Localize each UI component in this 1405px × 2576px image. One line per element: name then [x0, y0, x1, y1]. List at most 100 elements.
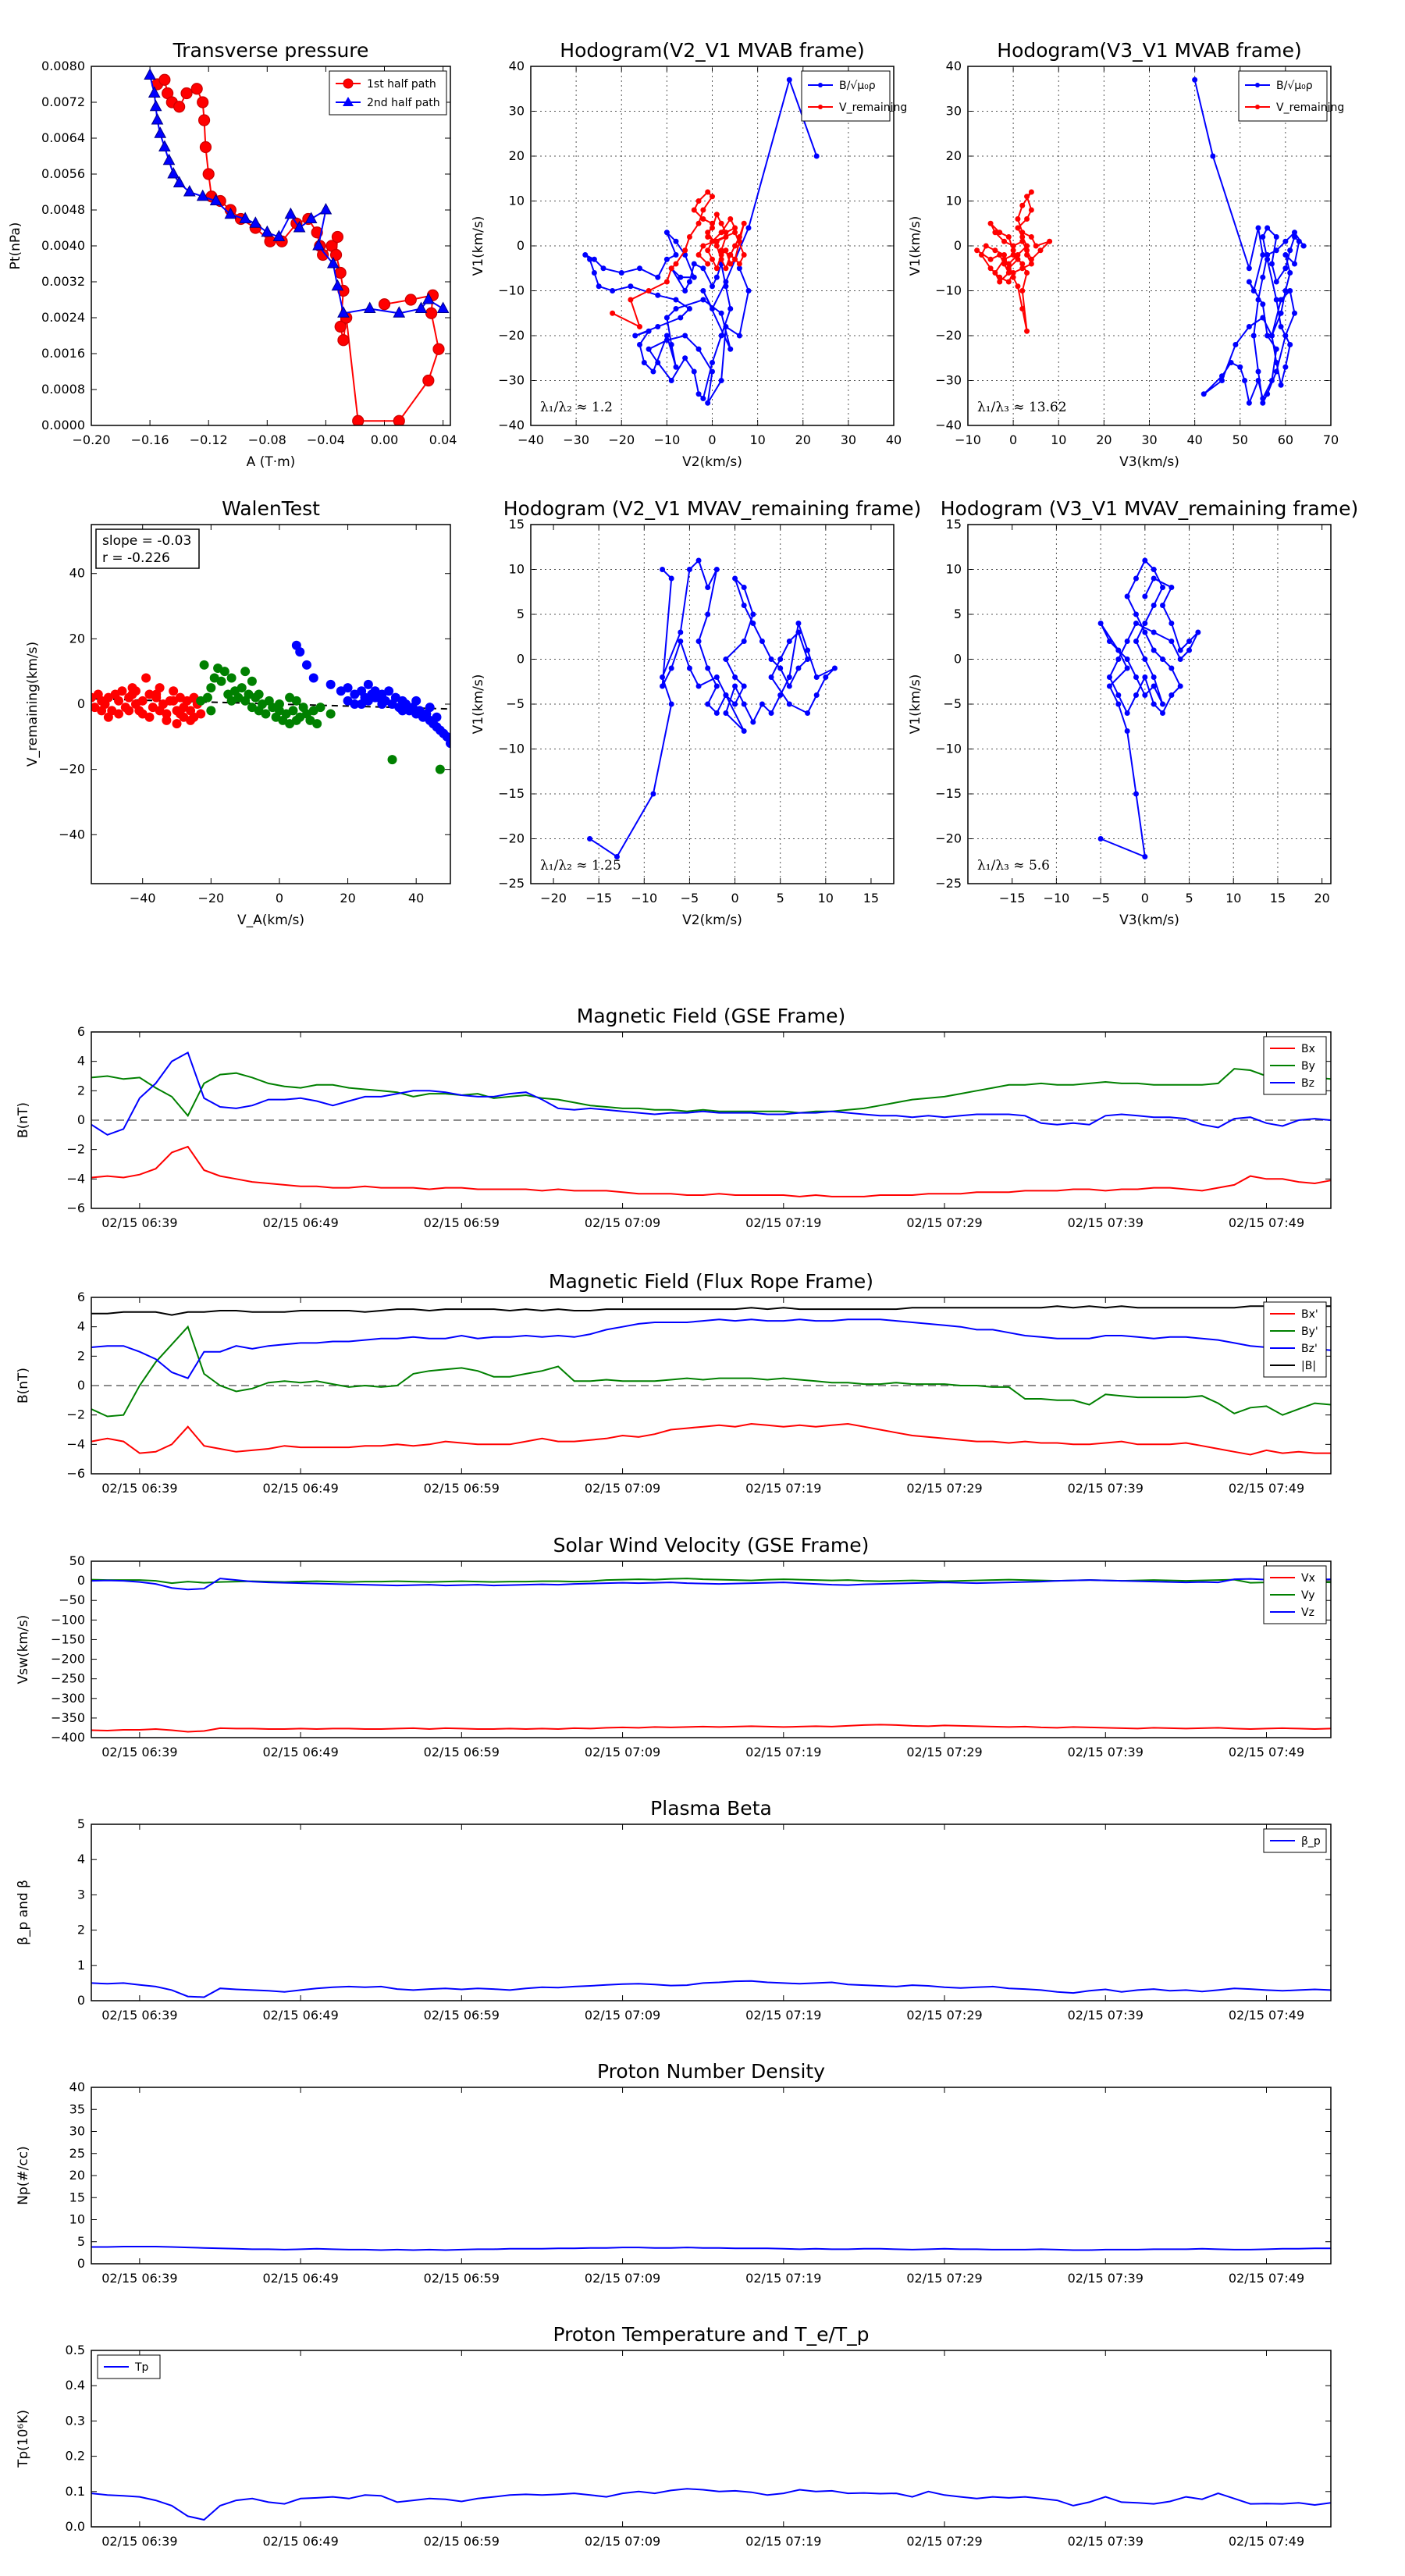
data-point [1010, 247, 1016, 254]
legend-entry: Bx' [1301, 1308, 1318, 1321]
y-axis-label: V1(km/s) [908, 674, 923, 735]
y-tick-label: −25 [498, 876, 525, 891]
data-point [695, 639, 702, 644]
y-tick-label: 0 [517, 238, 525, 253]
x-tick-label: 02/15 06:49 [262, 2008, 338, 2023]
legend-entry: B/√μ₀ρ [839, 80, 876, 92]
x-tick-label: −20 [197, 891, 224, 906]
x-tick-label: 10 [818, 891, 834, 906]
data-point [1278, 310, 1284, 316]
legend-entry: 1st half path [367, 78, 436, 91]
y-tick-label: −6 [66, 1201, 85, 1215]
data-point [1264, 252, 1271, 258]
data-point [114, 696, 124, 706]
data-point [1292, 261, 1297, 267]
data-point [202, 692, 212, 703]
data-point [186, 715, 196, 725]
data-point [705, 189, 711, 195]
data-point [1255, 378, 1261, 383]
data-point [732, 256, 738, 262]
data-point [713, 212, 720, 218]
x-tick-label: 02/15 07:09 [585, 1215, 660, 1230]
data-point [710, 360, 715, 365]
y-tick-label: −15 [498, 786, 525, 801]
data-point [1047, 238, 1053, 244]
data-point [209, 194, 222, 205]
plot-frame [530, 66, 895, 426]
legend-box [1238, 70, 1328, 122]
plot-frame [530, 524, 895, 884]
x-tick-label: 20 [1096, 432, 1112, 447]
data-point [732, 243, 738, 249]
data-point [695, 391, 702, 397]
data-point [992, 229, 998, 236]
legend-entry: B/√μ₀ρ [1276, 80, 1313, 92]
data-point [1115, 701, 1122, 707]
y-tick-label: −30 [498, 373, 525, 388]
chart-tp_temp: Proton Temperature and T_e/T_p 0.0 0.1 0.2 0… [16, 2323, 1332, 2549]
data-point [736, 265, 742, 272]
x-tick-label: 40 [886, 432, 902, 447]
data-point [363, 679, 373, 689]
data-point [173, 176, 186, 187]
data-point [686, 665, 692, 671]
x-axis-label: V2(km/s) [682, 454, 742, 470]
x-tick-label: −15 [999, 891, 1026, 906]
chart-mag_gse: Magnetic Field (GSE Frame) −6 −4 −2 0 2 4 6 02/1… [16, 1005, 1332, 1230]
data-point [1292, 234, 1297, 240]
legend-box [329, 70, 447, 116]
data-point [723, 234, 729, 240]
data-point [261, 709, 271, 719]
x-tick-label: 02/15 07:39 [1068, 1745, 1144, 1759]
data-point [682, 247, 688, 254]
legend-entry: Vz [1301, 1606, 1314, 1619]
data-point [678, 639, 684, 644]
data-point [1160, 603, 1166, 608]
data-point [1019, 265, 1026, 272]
data-point [291, 715, 301, 725]
x-tick-label: 02/15 07:29 [906, 1215, 982, 1230]
data-point [1219, 378, 1225, 383]
data-point [723, 247, 729, 254]
x-tick-label: 20 [340, 891, 355, 906]
data-point [1028, 189, 1034, 195]
x-axis-label: V_A(km/s) [237, 913, 304, 928]
y-tick-label: 15 [946, 517, 962, 532]
data-point [786, 701, 792, 707]
y-tick-label: 10 [946, 562, 962, 577]
legend-entry: Vx [1301, 1572, 1315, 1585]
chart-vsw: Solar Wind Velocity (GSE Frame) −400 −350 −… [16, 1534, 1332, 1759]
data-point [1264, 225, 1271, 231]
x-tick-label: −10 [955, 432, 981, 447]
x-tick-label: 15 [1270, 891, 1286, 906]
y-tick-label: 4 [77, 1054, 85, 1069]
chart-walen: WalenTest −40 −20 0 20 40 −40 −20 0 20 40 V_A(km/s)… [25, 497, 451, 928]
data-point [686, 279, 692, 285]
data-point [1260, 400, 1266, 406]
data-point [727, 261, 734, 267]
data-point [710, 225, 715, 231]
data-point [700, 288, 706, 294]
x-tick-label: −20 [540, 891, 567, 906]
data-point [304, 212, 318, 223]
data-point [732, 701, 738, 707]
data-point [700, 265, 706, 272]
data-point [144, 712, 155, 722]
data-point [750, 611, 756, 617]
chart-title: Hodogram(V2_V1 MVAB frame) [560, 39, 864, 62]
data-point [795, 629, 802, 635]
data-point [1287, 288, 1293, 294]
data-point [237, 683, 247, 693]
data-point [1260, 234, 1266, 240]
x-tick-label: 20 [1314, 891, 1329, 906]
y-tick-label: 0.4 [66, 2378, 85, 2393]
data-point [663, 333, 670, 339]
data-point [167, 166, 180, 179]
data-point [646, 328, 652, 334]
data-point [172, 719, 182, 729]
y-tick-label: −50 [59, 1592, 85, 1607]
data-point [682, 333, 688, 339]
data-point [384, 686, 394, 696]
data-point [1278, 382, 1284, 388]
data-point [1019, 261, 1026, 267]
